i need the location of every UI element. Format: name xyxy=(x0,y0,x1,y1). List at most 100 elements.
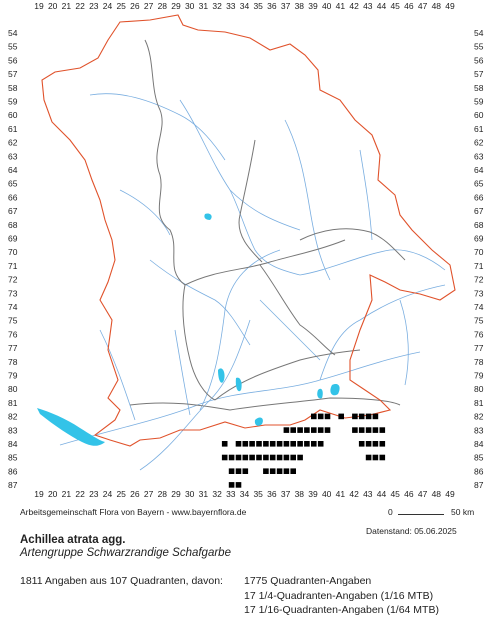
scale-zero-label: 0 xyxy=(388,507,393,517)
occurrence-dot xyxy=(352,427,358,433)
x-label-top: 44 xyxy=(377,1,387,11)
occurrence-dot xyxy=(290,441,296,447)
x-label-bottom: 32 xyxy=(212,489,222,499)
occurrence-dot xyxy=(317,413,324,420)
occurrence-dot xyxy=(276,468,283,474)
y-label-right: 86 xyxy=(474,466,484,476)
x-label-bottom: 35 xyxy=(253,489,263,499)
x-label-top: 31 xyxy=(199,1,209,11)
y-axis-labels-right: 54 55 56 57 58 59 60 61 62 63 64 65 66 67 68 69 70 71 72 73… xyxy=(474,28,484,490)
quadrant-count: 1775 Quadranten-Angaben xyxy=(244,575,372,587)
occurrence-dot xyxy=(263,441,269,447)
occurrence-dot xyxy=(235,468,242,474)
y-label-left: 70 xyxy=(8,247,18,257)
occurrence-dot xyxy=(290,454,296,461)
y-label-right: 54 xyxy=(474,28,484,38)
y-label-right: 69 xyxy=(474,234,484,244)
y-label-right: 67 xyxy=(474,206,484,216)
occurrence-dot xyxy=(235,441,242,447)
occurrence-dot xyxy=(317,441,324,447)
occurrence-dot xyxy=(297,441,303,447)
occurrence-dot xyxy=(269,454,276,461)
x-label-bottom: 39 xyxy=(308,489,318,499)
occurrence-dot xyxy=(372,413,379,420)
occurrence-dot xyxy=(263,454,269,461)
occurrence-dot xyxy=(297,454,303,461)
y-label-left: 80 xyxy=(8,384,18,394)
y-label-right: 82 xyxy=(474,412,484,422)
occurrence-dot xyxy=(324,413,331,420)
y-label-right: 85 xyxy=(474,453,484,463)
y-label-left: 77 xyxy=(8,343,18,353)
occurrence-dot xyxy=(365,427,372,433)
y-label-left: 57 xyxy=(8,69,18,79)
sixteenth-quadrant-count: 17 1/16-Quadranten-Angaben (1/64 MTB) xyxy=(244,604,439,616)
scale-bar xyxy=(398,514,444,515)
x-label-top: 27 xyxy=(144,1,154,11)
x-label-top: 22 xyxy=(75,1,85,11)
y-label-right: 73 xyxy=(474,288,484,298)
y-label-left: 59 xyxy=(8,97,18,107)
x-label-top: 47 xyxy=(418,1,428,11)
occurrence-dot xyxy=(235,482,242,488)
x-axis-labels-top: 19 20 21 22 23 24 25 26 27 28 29 30 31 32 33 34 35 36 37 38… xyxy=(34,1,455,11)
y-label-left: 86 xyxy=(8,466,18,476)
lakes xyxy=(37,213,340,446)
y-label-right: 79 xyxy=(474,371,484,381)
occurrence-dot xyxy=(269,468,276,474)
x-label-top: 40 xyxy=(322,1,332,11)
x-label-bottom: 43 xyxy=(363,489,373,499)
occurrence-dot xyxy=(269,441,276,447)
x-label-bottom: 40 xyxy=(322,489,332,499)
y-label-right: 56 xyxy=(474,55,484,65)
y-axis-labels-left: 54 55 56 57 58 59 60 61 62 63 64 65 66 67 68 69 70 71 72 73… xyxy=(8,28,18,490)
occurrence-dot xyxy=(372,441,379,447)
occurrence-dot xyxy=(228,468,235,474)
y-label-right: 59 xyxy=(474,97,484,107)
y-label-right: 87 xyxy=(474,480,484,490)
y-label-left: 55 xyxy=(8,42,18,52)
rivers xyxy=(59,93,446,471)
occurrence-dot xyxy=(283,468,290,474)
occurrence-dot xyxy=(338,413,344,420)
y-label-right: 57 xyxy=(474,69,484,79)
x-label-top: 41 xyxy=(336,1,346,11)
occurrence-dot xyxy=(249,441,255,447)
occurrence-dot xyxy=(242,468,249,474)
x-label-bottom: 20 xyxy=(48,489,58,499)
quarter-quadrant-count: 17 1/4-Quadranten-Angaben (1/16 MTB) xyxy=(244,590,434,602)
y-label-right: 68 xyxy=(474,220,484,230)
x-label-bottom: 36 xyxy=(267,489,277,499)
x-label-top: 23 xyxy=(89,1,99,11)
x-label-bottom: 22 xyxy=(75,489,85,499)
occurrence-dot xyxy=(297,427,303,433)
x-label-bottom: 29 xyxy=(171,489,181,499)
species-name: Achillea atrata agg. xyxy=(20,534,126,546)
y-label-right: 78 xyxy=(474,357,484,367)
y-label-right: 75 xyxy=(474,316,484,326)
occurrence-dot xyxy=(256,454,262,461)
y-label-left: 72 xyxy=(8,275,18,285)
occurrence-dot xyxy=(263,468,269,474)
y-label-right: 60 xyxy=(474,110,484,120)
x-label-bottom: 30 xyxy=(185,489,195,499)
occurrence-dot xyxy=(379,427,386,433)
occurrence-dot xyxy=(311,427,317,433)
occurrence-dot xyxy=(249,454,255,461)
y-label-left: 74 xyxy=(8,302,18,312)
occurrence-dot xyxy=(379,441,386,447)
x-label-bottom: 46 xyxy=(404,489,414,499)
y-label-right: 80 xyxy=(474,384,484,394)
y-label-left: 62 xyxy=(8,138,18,148)
occurrence-dot xyxy=(242,454,249,461)
x-label-top: 45 xyxy=(390,1,400,11)
y-label-left: 82 xyxy=(8,412,18,422)
occurrence-dot xyxy=(276,454,283,461)
x-label-bottom: 19 xyxy=(34,489,44,499)
x-label-bottom: 34 xyxy=(240,489,250,499)
x-label-top: 42 xyxy=(349,1,359,11)
y-label-right: 62 xyxy=(474,138,484,148)
y-label-left: 67 xyxy=(8,206,18,216)
occurrence-dot xyxy=(379,454,386,461)
y-label-left: 64 xyxy=(8,165,18,175)
